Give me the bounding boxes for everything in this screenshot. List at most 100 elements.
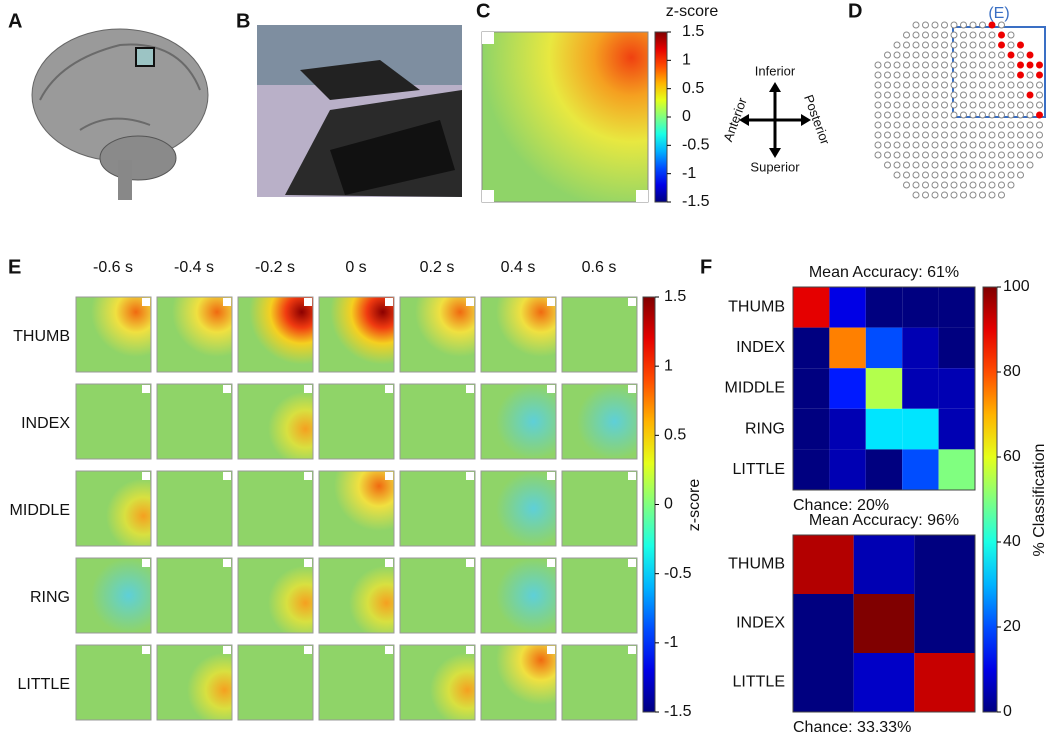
heatmap-image	[480, 644, 557, 721]
orientation-arrows	[739, 82, 811, 158]
heatmap-image	[75, 470, 152, 547]
electrode	[998, 171, 1005, 179]
electrode	[1026, 81, 1034, 89]
electrode	[1026, 141, 1034, 149]
electrode	[922, 101, 929, 109]
electrode	[960, 171, 967, 179]
electrode	[1036, 151, 1043, 159]
heatmap-image	[318, 644, 395, 721]
finger-label: THUMB	[13, 328, 70, 345]
electrode	[912, 51, 920, 59]
electrode	[903, 71, 910, 79]
colorbar-tick-label: 0	[664, 496, 673, 513]
electrode	[998, 91, 1005, 99]
electrode	[1007, 111, 1015, 119]
electrode	[941, 131, 948, 139]
electrode	[1007, 81, 1015, 89]
electrode	[988, 21, 996, 29]
electrode	[988, 81, 996, 89]
row-label: RING	[745, 420, 785, 437]
heatmap-image	[561, 296, 638, 373]
time-label: 0.4 s	[501, 259, 536, 276]
electrode	[988, 161, 996, 169]
heatmap-image	[399, 383, 476, 460]
electrode	[931, 131, 939, 139]
heatmap-image	[75, 296, 152, 373]
electrode	[893, 171, 901, 179]
colorbar-tick-label: 1	[682, 52, 691, 69]
electrode	[874, 61, 882, 69]
electrode	[950, 121, 958, 129]
electrode	[941, 141, 948, 149]
electrode	[912, 101, 920, 109]
electrode	[1036, 81, 1043, 89]
electrode	[979, 131, 986, 139]
matrix-title: Mean Accuracy: 96%	[809, 512, 959, 529]
electrode	[960, 21, 967, 29]
electrode	[979, 31, 986, 39]
electrode	[922, 31, 929, 39]
electrode	[1017, 91, 1024, 99]
colorbar	[982, 286, 998, 713]
electrode	[1007, 131, 1015, 139]
heatmap-image	[318, 296, 395, 373]
electrode	[874, 141, 882, 149]
matrix-cell	[829, 449, 866, 490]
heatmap-image	[318, 470, 395, 547]
electrode	[988, 61, 996, 69]
electrode	[969, 161, 977, 169]
matrix-cell	[938, 408, 975, 450]
electrode	[922, 61, 929, 69]
electrode	[1026, 61, 1034, 69]
electrode	[1007, 151, 1015, 159]
electrode	[950, 101, 958, 109]
electrode	[931, 181, 939, 189]
electrode	[931, 111, 939, 119]
electrode	[950, 61, 958, 69]
electrode	[922, 181, 929, 189]
electrode	[931, 31, 939, 39]
electrode	[960, 161, 967, 169]
heatmap-image	[237, 644, 314, 721]
mask	[304, 472, 312, 480]
mask	[636, 190, 648, 202]
electrode	[969, 51, 977, 59]
colorbar-tick-label: -1.5	[664, 703, 692, 720]
electrode	[960, 51, 967, 59]
electrode	[941, 111, 948, 119]
electrode	[998, 111, 1005, 119]
electrode	[998, 151, 1005, 159]
electrode	[979, 71, 986, 79]
electrode	[884, 111, 891, 119]
electrode	[931, 41, 939, 49]
electrode	[950, 131, 958, 139]
matrix-cell	[902, 408, 939, 450]
mask	[142, 385, 150, 393]
electrode	[979, 161, 986, 169]
electrode	[969, 91, 977, 99]
brain-illustration	[31, 28, 209, 200]
electrode	[960, 91, 967, 99]
electrode	[884, 51, 891, 59]
electrode	[1007, 171, 1015, 179]
electrode	[1007, 161, 1015, 169]
heatmap-image	[237, 557, 314, 634]
mask	[223, 646, 231, 654]
electrode	[931, 71, 939, 79]
heatmap-image	[237, 296, 314, 373]
matrix-cell	[829, 287, 866, 328]
electrode	[960, 151, 967, 159]
electrode	[960, 81, 967, 89]
electrode	[969, 41, 977, 49]
finger-label: LITTLE	[18, 676, 70, 693]
mask	[628, 385, 636, 393]
electrode	[912, 131, 920, 139]
colorbar-tick-label: -1	[664, 634, 678, 651]
electrode	[998, 141, 1005, 149]
electrode	[893, 61, 901, 69]
electrode	[941, 41, 948, 49]
electrode	[998, 121, 1005, 129]
heatmap-image	[156, 296, 233, 373]
matrix-cell	[793, 535, 854, 594]
